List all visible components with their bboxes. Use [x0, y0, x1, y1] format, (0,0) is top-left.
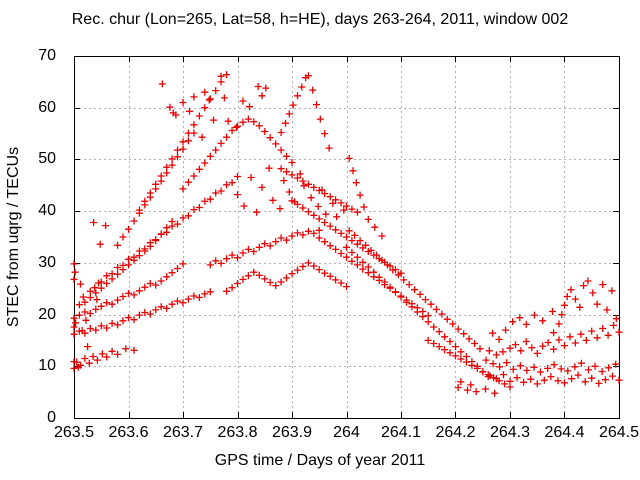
x-tick-label: 263.5 — [53, 424, 95, 441]
plot-border — [74, 56, 620, 419]
x-tick-label: 264 — [333, 424, 360, 441]
y-tick-label: 40 — [38, 202, 56, 220]
x-tick-label: 264.3 — [489, 424, 531, 441]
x-tick-label: 263.9 — [271, 424, 313, 441]
y-tick-label: 70 — [38, 47, 56, 64]
chart-title: Rec. chur (Lon=265, Lat=58, h=HE), days … — [71, 11, 569, 28]
x-axis-title: GPS time / Days of year 2011 — [214, 452, 426, 469]
y-tick-label: 50 — [38, 150, 56, 168]
scatter-points — [70, 71, 623, 397]
y-tick-label: 10 — [38, 357, 56, 375]
x-tick-label: 264.4 — [544, 424, 585, 441]
x-tick-label: 264.2 — [435, 424, 476, 441]
y-tick-label: 30 — [38, 253, 56, 271]
y-tick-label: 20 — [38, 305, 56, 323]
y-axis-title: STEC from uqrg / TECUs — [5, 146, 22, 328]
x-tick-label: 263.8 — [217, 424, 258, 441]
y-tick-label: 0 — [47, 409, 56, 426]
x-tick-label: 264.1 — [380, 424, 422, 441]
y-tick-label: 60 — [38, 98, 56, 116]
x-tick-label: 264.5 — [598, 424, 640, 441]
x-tick-label: 263.6 — [108, 424, 149, 441]
x-tick-label: 263.7 — [162, 424, 204, 441]
